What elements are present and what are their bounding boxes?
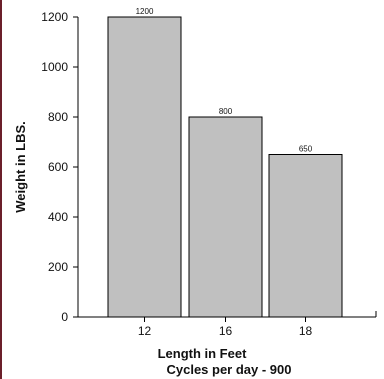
x-tick-label: 12 <box>138 324 152 338</box>
left-border-strip <box>0 0 2 379</box>
x-axis-subtitle: Cycles per day - 900 <box>166 362 291 377</box>
bar-18 <box>268 154 343 318</box>
y-tick-label: 200 <box>48 260 68 274</box>
bar-16 <box>188 116 263 318</box>
y-axis-title: Weight in LBS. <box>13 121 28 212</box>
y-tick-label: 400 <box>48 210 68 224</box>
y-tick-label: 0 <box>61 310 68 324</box>
bar-12 <box>107 16 182 318</box>
y-tick-label: 1000 <box>41 60 68 74</box>
bar-value-label: 650 <box>299 145 313 154</box>
bar-value-label: 1200 <box>136 7 154 16</box>
x-tick-label: 18 <box>299 324 313 338</box>
x-tick-label: 16 <box>219 324 233 338</box>
y-axis: 0 200 400 600 800 1000 1200 <box>41 10 79 324</box>
bars <box>107 16 343 318</box>
y-tick-label: 800 <box>48 110 68 124</box>
y-tick-label: 600 <box>48 160 68 174</box>
bar-value-label: 800 <box>219 107 233 116</box>
x-axis-title: Length in Feet <box>158 346 248 361</box>
y-tick-label: 1200 <box>41 10 68 24</box>
data-labels: 1200 800 650 <box>136 7 313 154</box>
